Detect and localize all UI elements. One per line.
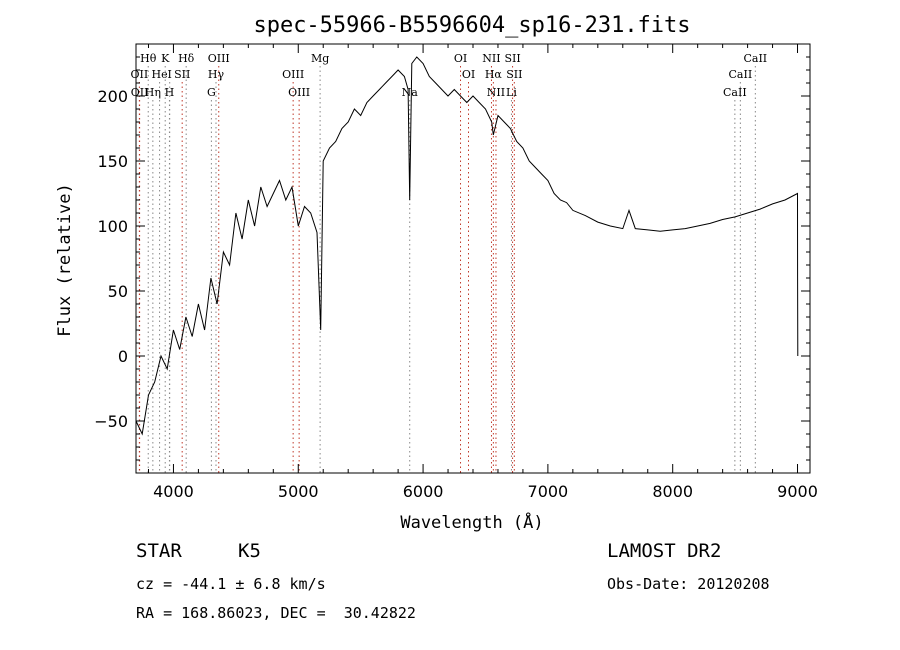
y-tick-label-0: −50 — [94, 412, 128, 431]
spectral-line-label-14: OIII — [282, 68, 304, 81]
spectral-line-label-4: Mg — [311, 52, 329, 65]
spectral-line-label-21: H — [165, 86, 175, 99]
y-axis-label: Flux (relative) — [55, 183, 75, 337]
spectral-line-label-17: SII — [506, 68, 522, 81]
spectral-line-label-20: Hη — [145, 86, 161, 99]
y-tick-label-2: 50 — [108, 282, 128, 301]
y-tick-label-5: 200 — [97, 87, 128, 106]
plot-frame — [135, 43, 811, 474]
spectral-line-label-11: I — [168, 68, 172, 81]
spectral-line-label-24: Na — [402, 86, 419, 99]
object-subclass: K5 — [238, 540, 261, 562]
spectral-line-label-16: Hα — [485, 68, 503, 81]
spectral-line-label-2: Hδ — [178, 52, 195, 65]
spectral-line-label-13: Hγ — [208, 68, 225, 81]
spectral-line-label-15: OI — [462, 68, 475, 81]
spectral-line-label-27: CaII — [723, 86, 747, 99]
spectral-line-label-22: G — [207, 86, 216, 99]
spectral-line-label-10: He — [152, 68, 168, 81]
spectral-line-label-23: OIII — [288, 86, 310, 99]
x-tick-label-0: 4000 — [153, 482, 194, 501]
spectral-line-label-18: CaII — [729, 68, 753, 81]
spectral-line-label-1: K — [161, 52, 170, 65]
x-tick-label-4: 8000 — [652, 482, 693, 501]
spectral-line-label-8: CaII — [743, 52, 767, 65]
spectrum-chart: spec-55966-B5596604_sp16-231.fits Hθ K Hδ O… — [55, 13, 818, 533]
spectral-line-label-12: SII — [174, 68, 190, 81]
spectral-line-label-3: OIII — [208, 52, 230, 65]
spectral-line-label-7: SII — [504, 52, 520, 65]
survey-name: LAMOST DR2 — [607, 540, 722, 562]
spectral-line-label-5: OI — [454, 52, 467, 65]
axes: 4000 5000 6000 7000 8000 9000 −50 0 50 100 150 200 — [94, 43, 818, 501]
spectrum-line-0 — [135, 56, 799, 436]
x-tick-label-2: 6000 — [403, 482, 444, 501]
spectral-line-label-25: NII — [487, 86, 505, 99]
sky-coordinates: RA = 168.86023, DEC = 30.42822 — [136, 604, 416, 622]
observation-date: Obs-Date: 20120208 — [607, 575, 770, 593]
redshift-velocity: cz = -44.1 ± 6.8 km/s — [136, 575, 326, 593]
x-tick-label-5: 9000 — [777, 482, 818, 501]
spectral-line-label-9: OII — [131, 68, 149, 81]
spectrum-series — [135, 56, 799, 436]
chart-title: spec-55966-B5596604_sp16-231.fits — [253, 13, 690, 38]
spectral-line-label-0: Hθ — [140, 52, 157, 65]
y-tick-label-4: 150 — [97, 152, 128, 171]
x-tick-label-1: 5000 — [278, 482, 319, 501]
x-tick-label-3: 7000 — [528, 482, 569, 501]
object-class: STAR — [136, 540, 182, 562]
spectral-line-label-6: NII — [482, 52, 500, 65]
y-tick-label-1: 0 — [118, 347, 128, 366]
y-tick-label-3: 100 — [97, 217, 128, 236]
spectral-line-label-26: Li — [506, 86, 517, 99]
x-axis-label: Wavelength (Å) — [400, 511, 543, 533]
